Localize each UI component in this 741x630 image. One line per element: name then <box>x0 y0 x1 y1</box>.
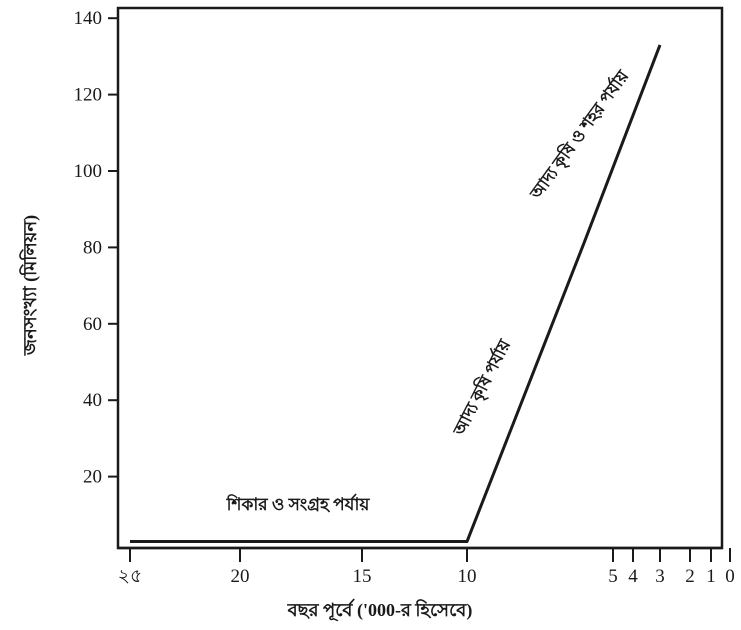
y-axis-title: জনসংখ্যা (মিলিয়ন) <box>19 215 41 356</box>
x-tick-label: 1 <box>706 566 716 587</box>
x-tick-label: 20 <box>231 566 250 587</box>
x-tick-label: 0 <box>725 566 735 587</box>
x-axis: ২৫ 20 15 10 5 4 3 2 1 0 <box>118 548 735 587</box>
y-tick-label: 20 <box>83 467 102 488</box>
plot-frame <box>116 6 724 550</box>
y-axis: 20 40 60 80 100 120 140 <box>74 8 118 488</box>
annotation-hunting-gathering: শিকার ও সংগ্রহ পর্যায় <box>226 493 371 514</box>
annotation-early-agriculture: আদ্য কৃষি পর্যায় <box>448 335 516 440</box>
x-tick-label: 5 <box>608 566 618 587</box>
x-tick-label: 2 <box>685 566 695 587</box>
x-tick-label: 15 <box>353 566 372 587</box>
series-group <box>130 44 662 544</box>
x-tick-label: 3 <box>655 566 665 587</box>
y-tick-label: 80 <box>83 237 102 258</box>
y-tick-label: 40 <box>83 390 102 411</box>
annotation-agriculture-urban: আদ্য কৃষি ও শহর পর্যায় <box>524 65 634 204</box>
x-tick-label: 10 <box>458 566 477 587</box>
y-tick-label: 140 <box>74 8 103 29</box>
x-axis-title: বছর পূর্বে ('000-র হিসেবে) <box>287 598 473 621</box>
x-tick-label: ২৫ <box>118 566 143 587</box>
y-tick-label: 100 <box>74 161 103 182</box>
y-tick-label: 120 <box>74 85 103 106</box>
y-tick-label: 60 <box>83 314 102 335</box>
series-line <box>130 44 662 544</box>
x-tick-label: 4 <box>628 566 638 587</box>
